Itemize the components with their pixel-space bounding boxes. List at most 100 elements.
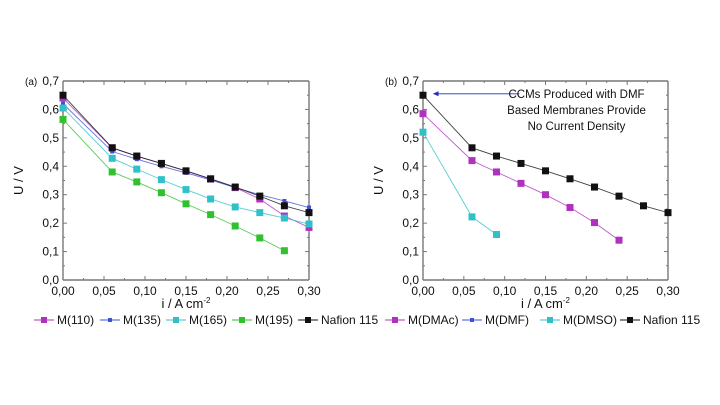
legend-label: M(195) <box>255 313 293 327</box>
x-tick-label: 0,30 <box>656 284 680 298</box>
data-point <box>133 178 141 186</box>
data-point <box>207 175 215 183</box>
data-point <box>133 152 141 160</box>
x-tick-label: 0,20 <box>575 284 599 298</box>
data-point <box>468 157 476 165</box>
data-point <box>133 165 141 173</box>
series-M(165) <box>59 104 313 228</box>
legend-marker <box>305 317 311 323</box>
y-tick-label: 0,3 <box>42 188 59 202</box>
panel-label: (b) <box>385 77 397 88</box>
data-point <box>493 152 500 160</box>
data-point <box>182 186 190 194</box>
panel-label: (a) <box>25 77 37 88</box>
data-point <box>305 220 313 228</box>
x-tick-label: 0,30 <box>297 284 321 298</box>
y-tick-label: 0,0 <box>42 273 59 287</box>
annotation-text: Based Membranes Provide <box>507 105 646 117</box>
data-point <box>468 213 476 221</box>
data-point <box>566 204 574 212</box>
data-point <box>182 167 190 175</box>
series-M(195) <box>59 115 288 255</box>
series-Nafion 115 <box>419 91 672 217</box>
series-line <box>62 97 310 228</box>
annotation-text: CCMs Produced with DMF <box>508 89 644 101</box>
series-M(DMAc) <box>419 110 623 244</box>
x-tick-label: 0,00 <box>411 284 435 298</box>
data-point <box>280 214 288 222</box>
x-axis-label-superscript: -2 <box>563 296 571 305</box>
data-point <box>280 247 288 255</box>
legend-label: M(DMAc) <box>408 313 459 327</box>
legend-marker <box>239 317 245 323</box>
y-tick-label: 0,1 <box>42 245 59 259</box>
legend-marker <box>41 317 47 323</box>
data-point <box>517 159 525 167</box>
y-tick-label: 0,2 <box>42 216 59 230</box>
data-point <box>640 202 647 210</box>
data-point <box>59 104 67 112</box>
x-tick-label: 0,05 <box>452 284 476 298</box>
y-axis-label: U / V <box>11 166 26 195</box>
x-tick-label: 0,05 <box>92 284 116 298</box>
data-point <box>182 200 190 208</box>
legend-label: M(DMF) <box>485 313 529 327</box>
data-point <box>566 175 574 183</box>
data-point <box>256 192 264 200</box>
data-point <box>157 176 165 184</box>
legend-marker <box>547 317 553 323</box>
data-point <box>207 195 215 203</box>
data-point <box>280 202 288 210</box>
data-point <box>591 183 598 191</box>
series-line <box>422 113 620 241</box>
series-line <box>422 94 669 214</box>
annotation-text: No Current Density <box>528 121 626 133</box>
data-point <box>305 209 313 217</box>
x-tick-label: 0,15 <box>534 284 558 298</box>
y-tick-label: 0,4 <box>402 159 419 173</box>
series-line <box>62 103 310 208</box>
legend-marker <box>173 317 179 323</box>
x-axis-label: i / A cm-2 <box>161 296 211 311</box>
y-tick-label: 0,6 <box>42 102 59 116</box>
data-point <box>664 209 672 217</box>
legend-marker <box>470 318 474 322</box>
data-point <box>307 205 311 210</box>
data-point <box>110 149 115 154</box>
data-point <box>615 192 623 200</box>
data-point <box>419 110 427 118</box>
data-point <box>108 168 116 176</box>
data-point <box>157 159 165 167</box>
data-point <box>591 219 598 227</box>
legend-label: M(DMSO) <box>563 313 617 327</box>
y-tick-label: 0,2 <box>402 216 419 230</box>
y-tick-label: 0,6 <box>402 102 419 116</box>
chart-panel-1: 0,0 0,1 0,2 0,3 0,4 0,5 0,6 0,7 0,00 0,05 0,10 0,15… <box>371 74 700 327</box>
series-line <box>62 94 310 214</box>
data-point <box>517 179 525 187</box>
y-tick-label: 0,1 <box>402 245 419 259</box>
data-point <box>231 203 239 211</box>
x-tick-label: 0,10 <box>133 284 157 298</box>
data-point <box>419 91 427 99</box>
y-tick-label: 0,7 <box>402 74 419 88</box>
data-point <box>108 144 116 152</box>
data-point <box>157 189 165 197</box>
data-point <box>419 128 427 136</box>
data-point <box>542 167 549 175</box>
data-point <box>493 168 500 176</box>
series-line <box>62 107 310 225</box>
data-point <box>59 91 67 99</box>
y-tick-label: 0,7 <box>42 74 59 88</box>
series-M(DMSO) <box>419 128 500 239</box>
data-point <box>468 144 476 152</box>
series-Nafion 115 <box>59 91 313 217</box>
data-point <box>61 101 65 106</box>
data-point <box>59 115 67 123</box>
series-line <box>422 131 497 235</box>
x-tick-label: 0,20 <box>215 284 239 298</box>
legend-label: M(165) <box>189 313 227 327</box>
data-point <box>108 154 116 162</box>
data-point <box>493 231 500 239</box>
